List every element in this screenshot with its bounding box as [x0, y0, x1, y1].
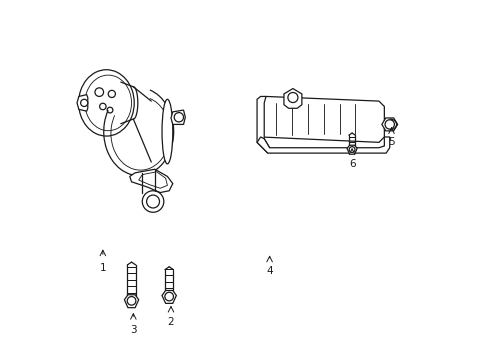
Circle shape — [174, 113, 183, 122]
Polygon shape — [284, 89, 301, 108]
Polygon shape — [124, 295, 139, 308]
Circle shape — [100, 103, 106, 110]
Polygon shape — [346, 145, 356, 154]
Text: 6: 6 — [348, 159, 355, 169]
Circle shape — [127, 297, 136, 305]
Polygon shape — [162, 291, 176, 303]
Circle shape — [164, 292, 173, 301]
Polygon shape — [129, 169, 172, 193]
Circle shape — [81, 99, 88, 107]
Polygon shape — [260, 96, 384, 142]
Ellipse shape — [162, 99, 172, 164]
Circle shape — [95, 88, 103, 96]
Text: 1: 1 — [100, 263, 106, 273]
Circle shape — [108, 90, 115, 98]
Polygon shape — [171, 110, 185, 125]
Text: 5: 5 — [387, 138, 394, 147]
Polygon shape — [77, 95, 88, 111]
Circle shape — [287, 93, 297, 103]
Polygon shape — [257, 96, 269, 153]
Polygon shape — [381, 118, 397, 131]
Text: 3: 3 — [130, 325, 136, 335]
Polygon shape — [257, 137, 389, 153]
Text: 4: 4 — [266, 266, 272, 276]
Text: 2: 2 — [167, 317, 174, 327]
Circle shape — [146, 195, 159, 208]
Circle shape — [348, 147, 354, 152]
Circle shape — [107, 107, 113, 113]
Polygon shape — [139, 172, 167, 188]
Circle shape — [142, 191, 163, 212]
Circle shape — [384, 120, 394, 129]
